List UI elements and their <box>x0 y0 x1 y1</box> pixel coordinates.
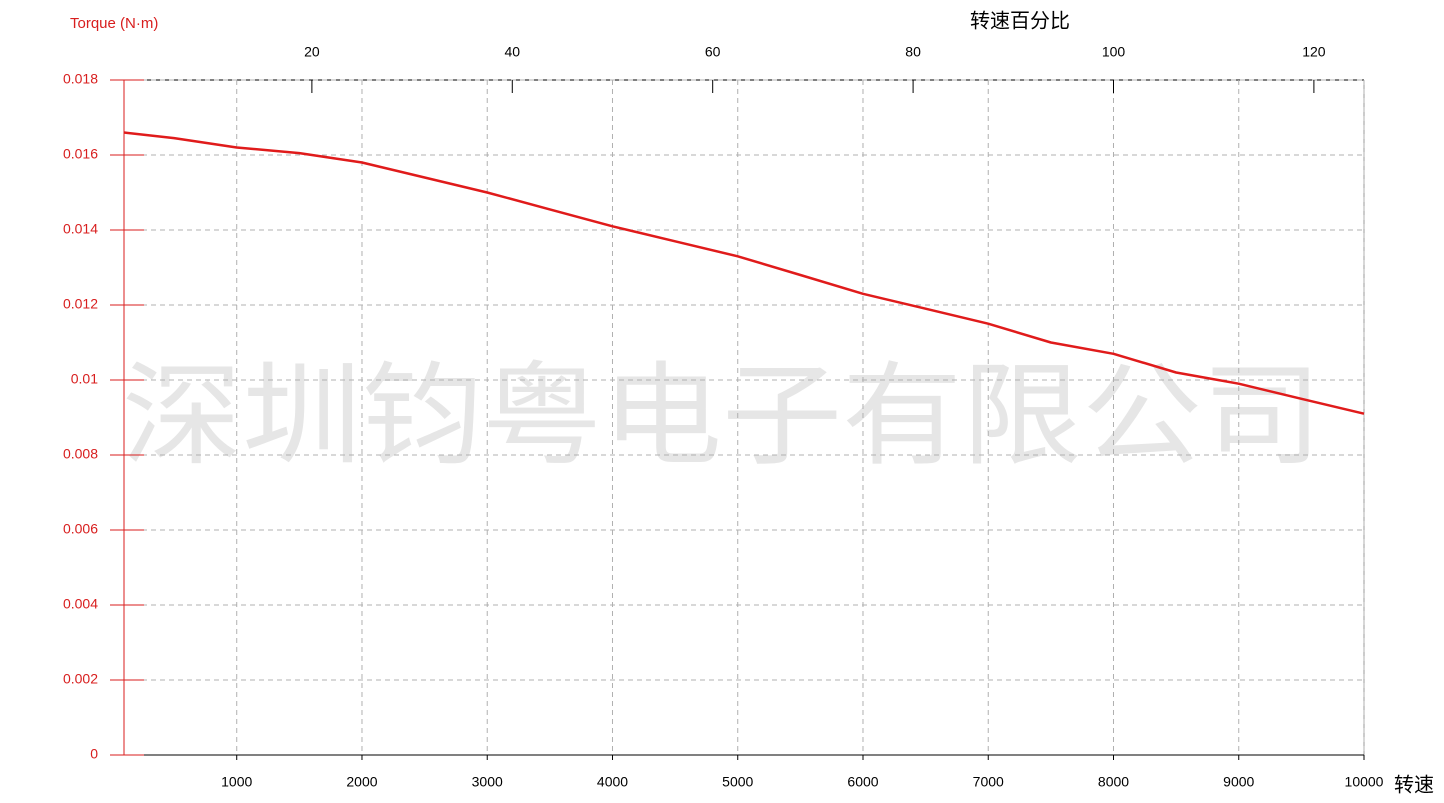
x-tick-label: 4000 <box>597 774 628 790</box>
y-tick-label: 0.008 <box>63 446 98 462</box>
top-axis-title: 转速百分比 <box>970 9 1070 32</box>
x-tick-label: 7000 <box>973 774 1004 790</box>
top-tick-label: 100 <box>1102 44 1126 60</box>
torque-line <box>123 131 1365 415</box>
x-tick-label: 2000 <box>346 774 377 790</box>
y-tick-label: 0 <box>90 746 98 762</box>
x-tick-label: 10000 <box>1345 774 1384 790</box>
x-tick-label: 9000 <box>1223 774 1254 790</box>
y-axis-title: Torque (N·m) <box>70 15 158 32</box>
y-tick-label: 0.01 <box>71 371 98 387</box>
x-tick-label: 8000 <box>1098 774 1129 790</box>
top-tick-label: 120 <box>1302 44 1326 60</box>
x-tick-label: 1000 <box>221 774 252 790</box>
y-tick-label: 0.016 <box>63 146 98 162</box>
y-tick-label: 0.006 <box>63 521 98 537</box>
y-tick-label: 0.014 <box>63 221 98 237</box>
top-tick-label: 80 <box>905 44 921 60</box>
y-tick-label: 0.018 <box>63 71 98 87</box>
top-tick-label: 40 <box>504 44 520 60</box>
watermark: 深圳钧粤电子有限公司 <box>122 354 1322 479</box>
y-tick-label: 0.012 <box>63 296 98 312</box>
top-tick-label: 60 <box>705 44 721 60</box>
x-tick-label: 5000 <box>722 774 753 790</box>
y-tick-label: 0.004 <box>63 596 98 612</box>
x-axis-title: 转速 <box>1394 773 1434 796</box>
y-tick-label: 0.002 <box>63 671 98 687</box>
x-tick-label: 3000 <box>472 774 503 790</box>
top-tick-label: 20 <box>304 44 320 60</box>
x-tick-label: 6000 <box>847 774 878 790</box>
